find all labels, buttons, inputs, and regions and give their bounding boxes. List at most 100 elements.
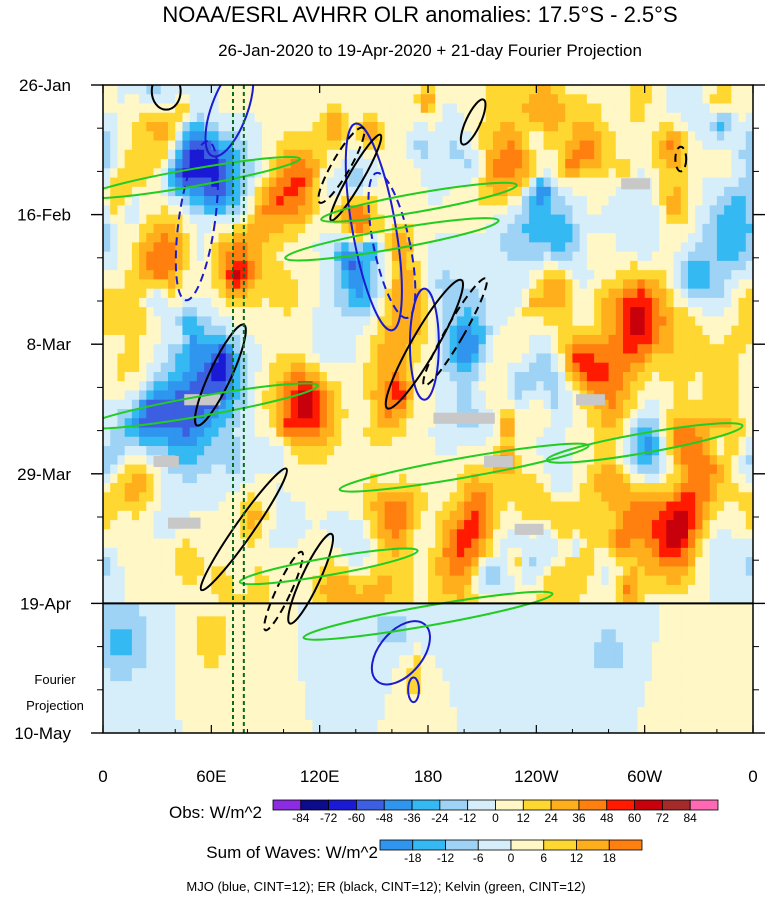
heat-cell <box>131 584 140 595</box>
heat-cell <box>254 344 263 355</box>
heat-cell <box>623 131 631 142</box>
heat-cell <box>182 196 191 206</box>
heat-cell <box>579 279 588 290</box>
heat-cell <box>680 510 689 521</box>
heat-cell <box>218 594 227 604</box>
heat-cell <box>521 362 530 373</box>
heat-cell <box>276 381 285 392</box>
heat-cell <box>449 112 458 123</box>
heat-cell <box>507 251 516 262</box>
heat-cell <box>471 325 480 336</box>
heat-cell <box>168 140 176 151</box>
heat-cell <box>428 381 436 392</box>
heat-cell <box>298 85 306 95</box>
heat-cell <box>586 427 595 438</box>
heat-cell <box>521 251 530 262</box>
heat-cell <box>738 186 747 197</box>
heat-cell <box>514 473 523 484</box>
heat-cell <box>124 214 133 225</box>
heat-cell <box>644 131 653 142</box>
heat-cell <box>341 473 350 484</box>
heat-cell <box>298 168 306 179</box>
heat-cell <box>594 446 602 456</box>
heat-cell <box>218 473 227 484</box>
heat-cell <box>615 242 624 253</box>
heat-cell <box>348 371 357 382</box>
heat-cell <box>579 557 588 567</box>
heat-cell <box>428 94 436 105</box>
heat-cell <box>348 362 357 373</box>
heat-cell <box>103 168 111 179</box>
heat-cell <box>225 510 234 521</box>
heat-cell <box>420 510 429 521</box>
heat-cell <box>254 260 263 271</box>
heat-cell <box>269 520 277 530</box>
heat-cell <box>500 94 509 105</box>
heat-cell <box>153 103 162 114</box>
heat-cell <box>579 186 588 197</box>
heat-cell <box>644 353 653 364</box>
heat-cell <box>290 418 299 429</box>
heat-cell <box>623 427 631 438</box>
heat-cell <box>399 381 407 392</box>
heat-cell <box>420 149 429 160</box>
heat-cell <box>529 362 537 373</box>
heat-cell <box>139 288 147 299</box>
heat-cell <box>594 325 602 336</box>
heat-cell <box>485 575 494 586</box>
heat-cell <box>695 446 704 456</box>
heat-cell <box>276 390 285 401</box>
heat-cell <box>211 214 220 225</box>
heat-cell <box>363 131 371 142</box>
heat-cell <box>644 362 653 373</box>
heat-cell <box>420 103 429 114</box>
heat-cell <box>485 566 494 577</box>
heat-cell <box>247 223 256 234</box>
heat-cell <box>543 316 552 327</box>
heat-cell <box>334 233 342 243</box>
heat-cell <box>269 316 277 327</box>
heat-cell <box>745 112 753 123</box>
heat-cell <box>312 529 321 540</box>
heat-cell <box>124 436 133 447</box>
heat-cell <box>420 584 429 595</box>
heat-cell <box>731 149 740 160</box>
heat-cell <box>478 316 487 327</box>
heat-cell <box>146 473 155 484</box>
heat-cell <box>731 307 740 318</box>
heat-cell <box>500 473 509 484</box>
heat-cell <box>745 566 753 577</box>
heat-cell <box>370 547 379 558</box>
heat-cell <box>370 510 379 521</box>
heat-cell <box>666 214 675 225</box>
heat-cell <box>529 584 537 595</box>
heat-cell <box>175 140 184 151</box>
heat-cell <box>124 168 133 179</box>
heat-cell <box>449 510 458 521</box>
heat-cell <box>305 418 314 429</box>
heat-cell <box>413 177 422 188</box>
heat-cell <box>348 307 357 318</box>
heat-cell <box>377 260 386 271</box>
heat-cell <box>485 186 494 197</box>
heat-cell <box>391 510 400 521</box>
heat-cell <box>644 483 653 493</box>
heat-cell <box>594 288 602 299</box>
heat-cell <box>276 418 285 429</box>
heat-cell <box>276 149 285 160</box>
heat-cell <box>175 103 184 114</box>
heat-cell <box>745 316 753 327</box>
heat-cell <box>601 464 610 475</box>
heat-cell <box>124 279 133 290</box>
heat-cell <box>623 409 631 419</box>
heat-cell <box>139 334 147 345</box>
heat-cell <box>341 279 350 290</box>
heat-cell <box>630 371 639 382</box>
heat-cell <box>586 214 595 225</box>
heat-cell <box>608 279 617 290</box>
heat-cell <box>435 455 444 466</box>
heat-cell <box>391 409 400 419</box>
heat-cell <box>449 260 458 271</box>
heat-cell <box>521 418 530 429</box>
heat-cell <box>218 196 227 206</box>
